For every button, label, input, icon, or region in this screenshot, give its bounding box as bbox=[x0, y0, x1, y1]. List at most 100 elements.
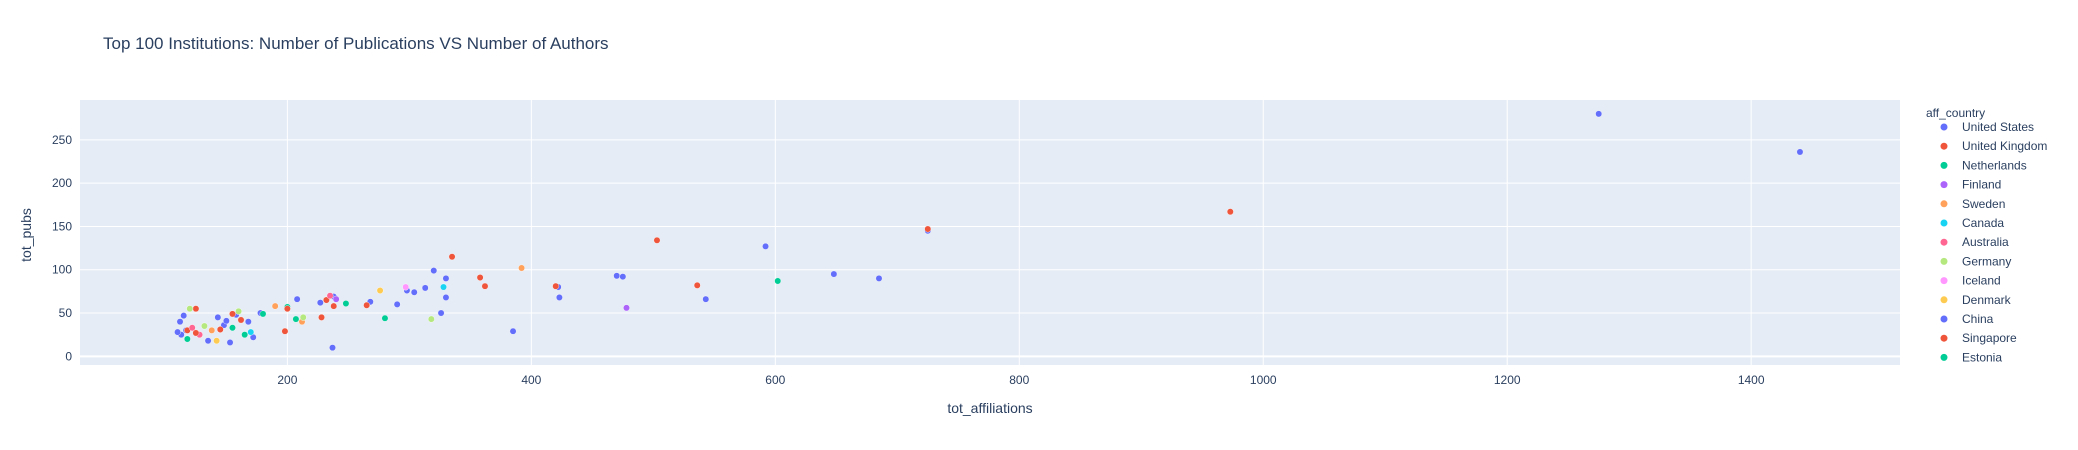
data-point bbox=[613, 272, 621, 280]
data-point bbox=[653, 236, 661, 244]
legend-marker bbox=[1940, 219, 1948, 227]
data-point bbox=[176, 318, 184, 326]
legend-label: Estonia bbox=[1962, 350, 2002, 364]
data-point bbox=[316, 299, 324, 307]
data-point bbox=[376, 287, 384, 294]
data-point bbox=[1226, 208, 1234, 216]
legend-marker bbox=[1940, 200, 1948, 208]
data-point bbox=[762, 242, 769, 250]
y-tick-label: 0 bbox=[65, 349, 72, 363]
x-tick-label: 200 bbox=[277, 373, 297, 387]
x-tick-label: 1200 bbox=[1494, 373, 1521, 387]
data-point bbox=[440, 283, 447, 291]
legend-label: Denmark bbox=[1962, 293, 2012, 307]
data-point bbox=[619, 273, 627, 281]
x-tick-label: 1400 bbox=[1738, 373, 1765, 387]
y-tick-labels: 0 50 100 150 200 250 bbox=[52, 133, 72, 364]
data-point bbox=[481, 282, 489, 290]
legend-label: Australia bbox=[1962, 235, 2009, 249]
data-point bbox=[410, 288, 418, 296]
data-point bbox=[229, 310, 236, 318]
data-point bbox=[693, 281, 701, 289]
data-point bbox=[442, 274, 450, 282]
legend-title: aff_country bbox=[1926, 106, 1985, 120]
data-point bbox=[201, 322, 208, 330]
x-axis-title: tot_affiliations bbox=[947, 400, 1032, 416]
x-tick-label: 600 bbox=[765, 373, 785, 387]
y-axis-title: tot_pubs bbox=[18, 208, 34, 262]
data-point bbox=[427, 315, 435, 323]
legend-label: China bbox=[1962, 312, 1994, 326]
legend-marker bbox=[1940, 181, 1948, 189]
data-point bbox=[393, 300, 401, 308]
data-point bbox=[330, 302, 338, 310]
data-point bbox=[342, 300, 350, 307]
data-point bbox=[830, 270, 838, 278]
data-point bbox=[241, 331, 249, 339]
data-point bbox=[774, 277, 782, 285]
grid-lines bbox=[80, 100, 1900, 365]
data-point bbox=[326, 292, 334, 300]
data-point bbox=[875, 274, 883, 282]
legend-label: Singapore bbox=[1962, 331, 2017, 345]
data-point bbox=[192, 305, 200, 313]
data-point bbox=[226, 339, 234, 346]
data-point bbox=[229, 324, 236, 332]
data-point bbox=[332, 295, 340, 303]
data-point bbox=[329, 344, 336, 352]
x-tick-label: 800 bbox=[1009, 373, 1029, 387]
data-point bbox=[509, 327, 517, 335]
data-point bbox=[180, 312, 188, 320]
legend-marker bbox=[1940, 296, 1948, 304]
data-point bbox=[1796, 148, 1804, 156]
data-point bbox=[318, 313, 325, 321]
legend-marker bbox=[1940, 142, 1948, 150]
y-tick-label: 150 bbox=[52, 219, 72, 233]
data-point bbox=[188, 324, 196, 332]
data-point bbox=[437, 309, 445, 317]
data-point bbox=[323, 296, 330, 304]
y-tick-label: 50 bbox=[59, 306, 73, 320]
data-point bbox=[421, 284, 429, 292]
y-tick-label: 250 bbox=[52, 133, 72, 147]
data-point bbox=[924, 225, 932, 233]
legend-label: Finland bbox=[1962, 178, 2001, 192]
data-point bbox=[216, 326, 224, 333]
data-point bbox=[292, 315, 300, 323]
legend-label: Sweden bbox=[1962, 197, 2005, 211]
data-point bbox=[381, 314, 389, 322]
x-tick-label: 1000 bbox=[1250, 373, 1277, 387]
legend-label: Iceland bbox=[1962, 274, 2001, 288]
data-point bbox=[299, 313, 307, 321]
data-point bbox=[555, 294, 563, 301]
legend-label: Germany bbox=[1962, 254, 2011, 268]
data-point bbox=[247, 328, 255, 336]
legend-marker bbox=[1940, 353, 1948, 361]
data-point bbox=[208, 326, 216, 334]
legend-marker bbox=[1940, 238, 1948, 246]
data-point bbox=[281, 327, 289, 335]
data-point bbox=[186, 305, 194, 313]
legend: aff_country United States United Kingdom N… bbox=[1926, 106, 2047, 364]
data-point bbox=[237, 316, 245, 324]
data-point bbox=[293, 295, 301, 303]
data-point bbox=[476, 274, 484, 281]
data-point bbox=[183, 335, 191, 343]
data-point bbox=[623, 304, 630, 312]
y-tick-label: 200 bbox=[52, 176, 72, 190]
x-tick-label: 400 bbox=[521, 373, 541, 387]
data-point bbox=[430, 267, 438, 275]
data-point bbox=[518, 264, 525, 272]
data-point bbox=[552, 282, 560, 290]
data-point bbox=[192, 329, 200, 337]
data-point bbox=[283, 305, 291, 313]
chart-title: Top 100 Institutions: Number of Publicat… bbox=[103, 34, 609, 53]
data-point bbox=[244, 318, 252, 326]
data-point bbox=[402, 283, 410, 291]
data-point bbox=[174, 328, 181, 336]
data-point bbox=[213, 337, 221, 345]
legend-marker bbox=[1940, 315, 1948, 323]
data-point bbox=[702, 295, 710, 303]
legend-label: Netherlands bbox=[1962, 158, 2027, 172]
data-point bbox=[222, 317, 230, 325]
